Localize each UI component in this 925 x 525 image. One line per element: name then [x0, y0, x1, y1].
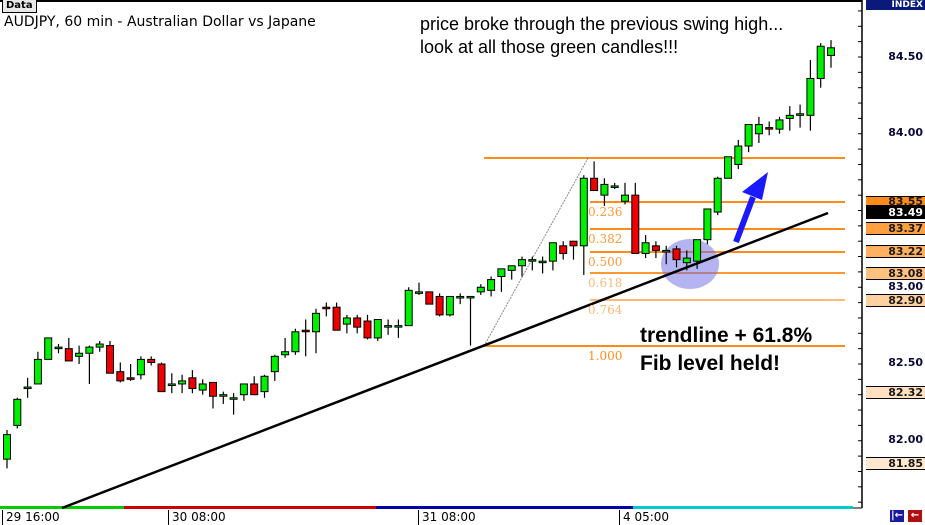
price-tag-fib-0500: 83.22	[866, 245, 925, 258]
price-label-82.00: 82.00	[888, 433, 923, 446]
price-tag-81.85: 81.85	[866, 457, 925, 470]
up-arrow-icon	[733, 172, 768, 244]
candles	[3, 40, 835, 469]
price-label-83.00: 83.00	[888, 280, 923, 293]
fib-label-0236: 0.236	[588, 205, 623, 219]
price-tag-fib-0618: 83.08	[866, 267, 925, 280]
annotation-breakout: price broke through the previous swing h…	[420, 13, 783, 59]
price-label-84.50: 84.50	[888, 50, 923, 63]
fib-label-0500: 0.500	[588, 255, 623, 269]
trendline[interactable]	[61, 211, 829, 510]
annotation-breakout-line1: price broke through the previous swing h…	[420, 14, 784, 34]
price-tag-fib-0764: 82.90	[866, 294, 925, 307]
highlight-circle	[661, 239, 719, 289]
time-label-31-0800: 31 08:00	[418, 510, 476, 525]
data-tab[interactable]: Data	[2, 0, 37, 13]
price-tag-fib-0382: 83.37	[866, 222, 925, 235]
annotation-fib-held-line1: trendline + 61.8%	[640, 324, 813, 347]
price-tag-82.32: 82.32	[866, 386, 925, 399]
session-color-bar	[0, 506, 853, 509]
fib-label-0764: 0.764	[588, 303, 623, 317]
scroll-to-start-button[interactable]: |←	[889, 509, 905, 523]
time-label-29-1600: 29 16:00	[2, 510, 60, 525]
fib-swing-line	[483, 157, 589, 347]
time-label-4-0500: 4 05:00	[619, 510, 669, 525]
scroll-back-button[interactable]: ←	[907, 509, 923, 523]
fib-label-0382: 0.382	[588, 232, 623, 246]
annotation-fib-held: trendline + 61.8% Fib level held!	[640, 322, 812, 378]
price-tag-current: 83.49	[866, 206, 925, 219]
index-header: INDEX	[866, 0, 925, 10]
price-axis-ticks	[858, 10, 862, 503]
price-label-84.00: 84.00	[888, 126, 923, 139]
fib-label-1000: 1.000	[588, 349, 623, 363]
price-label-82.50: 82.50	[888, 356, 923, 369]
chart-title: AUDJPY, 60 min - Australian Dollar vs Ja…	[4, 14, 316, 30]
price-tag-fib-0236: 83.55	[866, 196, 925, 207]
fib-label-0618: 0.618	[588, 276, 623, 290]
time-label-30-0800: 30 08:00	[168, 510, 226, 525]
annotation-breakout-line2: look at all those green candles!!!	[420, 37, 679, 57]
annotation-fib-held-line2: Fib level held!	[640, 352, 781, 375]
